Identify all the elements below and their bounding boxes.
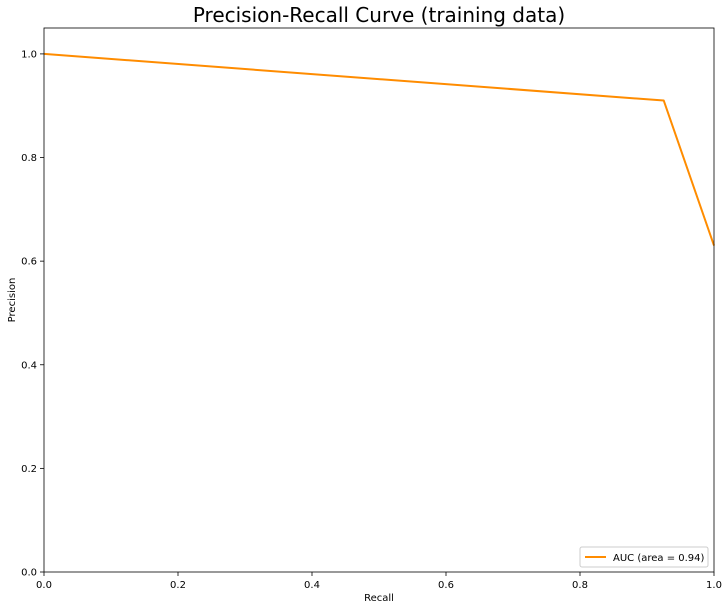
y-axis-label: Precision [7,278,18,323]
x-tick-label: 0.6 [438,580,454,591]
series-line [43,52,715,246]
x-axis-label: Recall [364,593,394,604]
y-tick-label: 0.8 [21,153,37,164]
plot-background [44,28,714,572]
plot-frame [43,27,715,573]
x-tick-label: 0.4 [304,580,320,591]
y-tick-label: 0.6 [21,257,37,268]
legend: AUC (area = 0.94) [579,546,709,568]
x-tick-label: 0.2 [170,580,186,591]
chart-title: Precision-Recall Curve (training data) [193,3,565,27]
legend-label: AUC (area = 0.94) [613,553,705,564]
legend-box [579,546,709,568]
x-axis-ticks: 0.0 0.2 0.4 0.6 0.8 1.0 [36,572,722,591]
series-lines [43,52,715,246]
y-tick-label: 1.0 [21,49,37,60]
y-axis-ticks: 0.0 0.2 0.4 0.6 0.8 1.0 [21,49,44,579]
plot-area: 0.0 0.2 0.4 0.6 0.8 1.0 0.0 0.2 0.4 0.6 0.8 1.0 [21,27,722,591]
x-tick-label: 0.0 [36,580,52,591]
x-tick-label: 0.8 [572,580,588,591]
y-tick-label: 0.0 [21,568,37,579]
x-tick-label: 1.0 [706,580,722,591]
y-tick-label: 0.4 [21,360,37,371]
y-tick-label: 0.2 [21,464,37,475]
